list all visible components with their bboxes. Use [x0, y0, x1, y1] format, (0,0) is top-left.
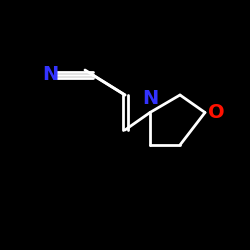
Text: N: N: [142, 89, 158, 108]
Text: N: N: [42, 66, 58, 84]
Text: O: O: [208, 103, 224, 122]
